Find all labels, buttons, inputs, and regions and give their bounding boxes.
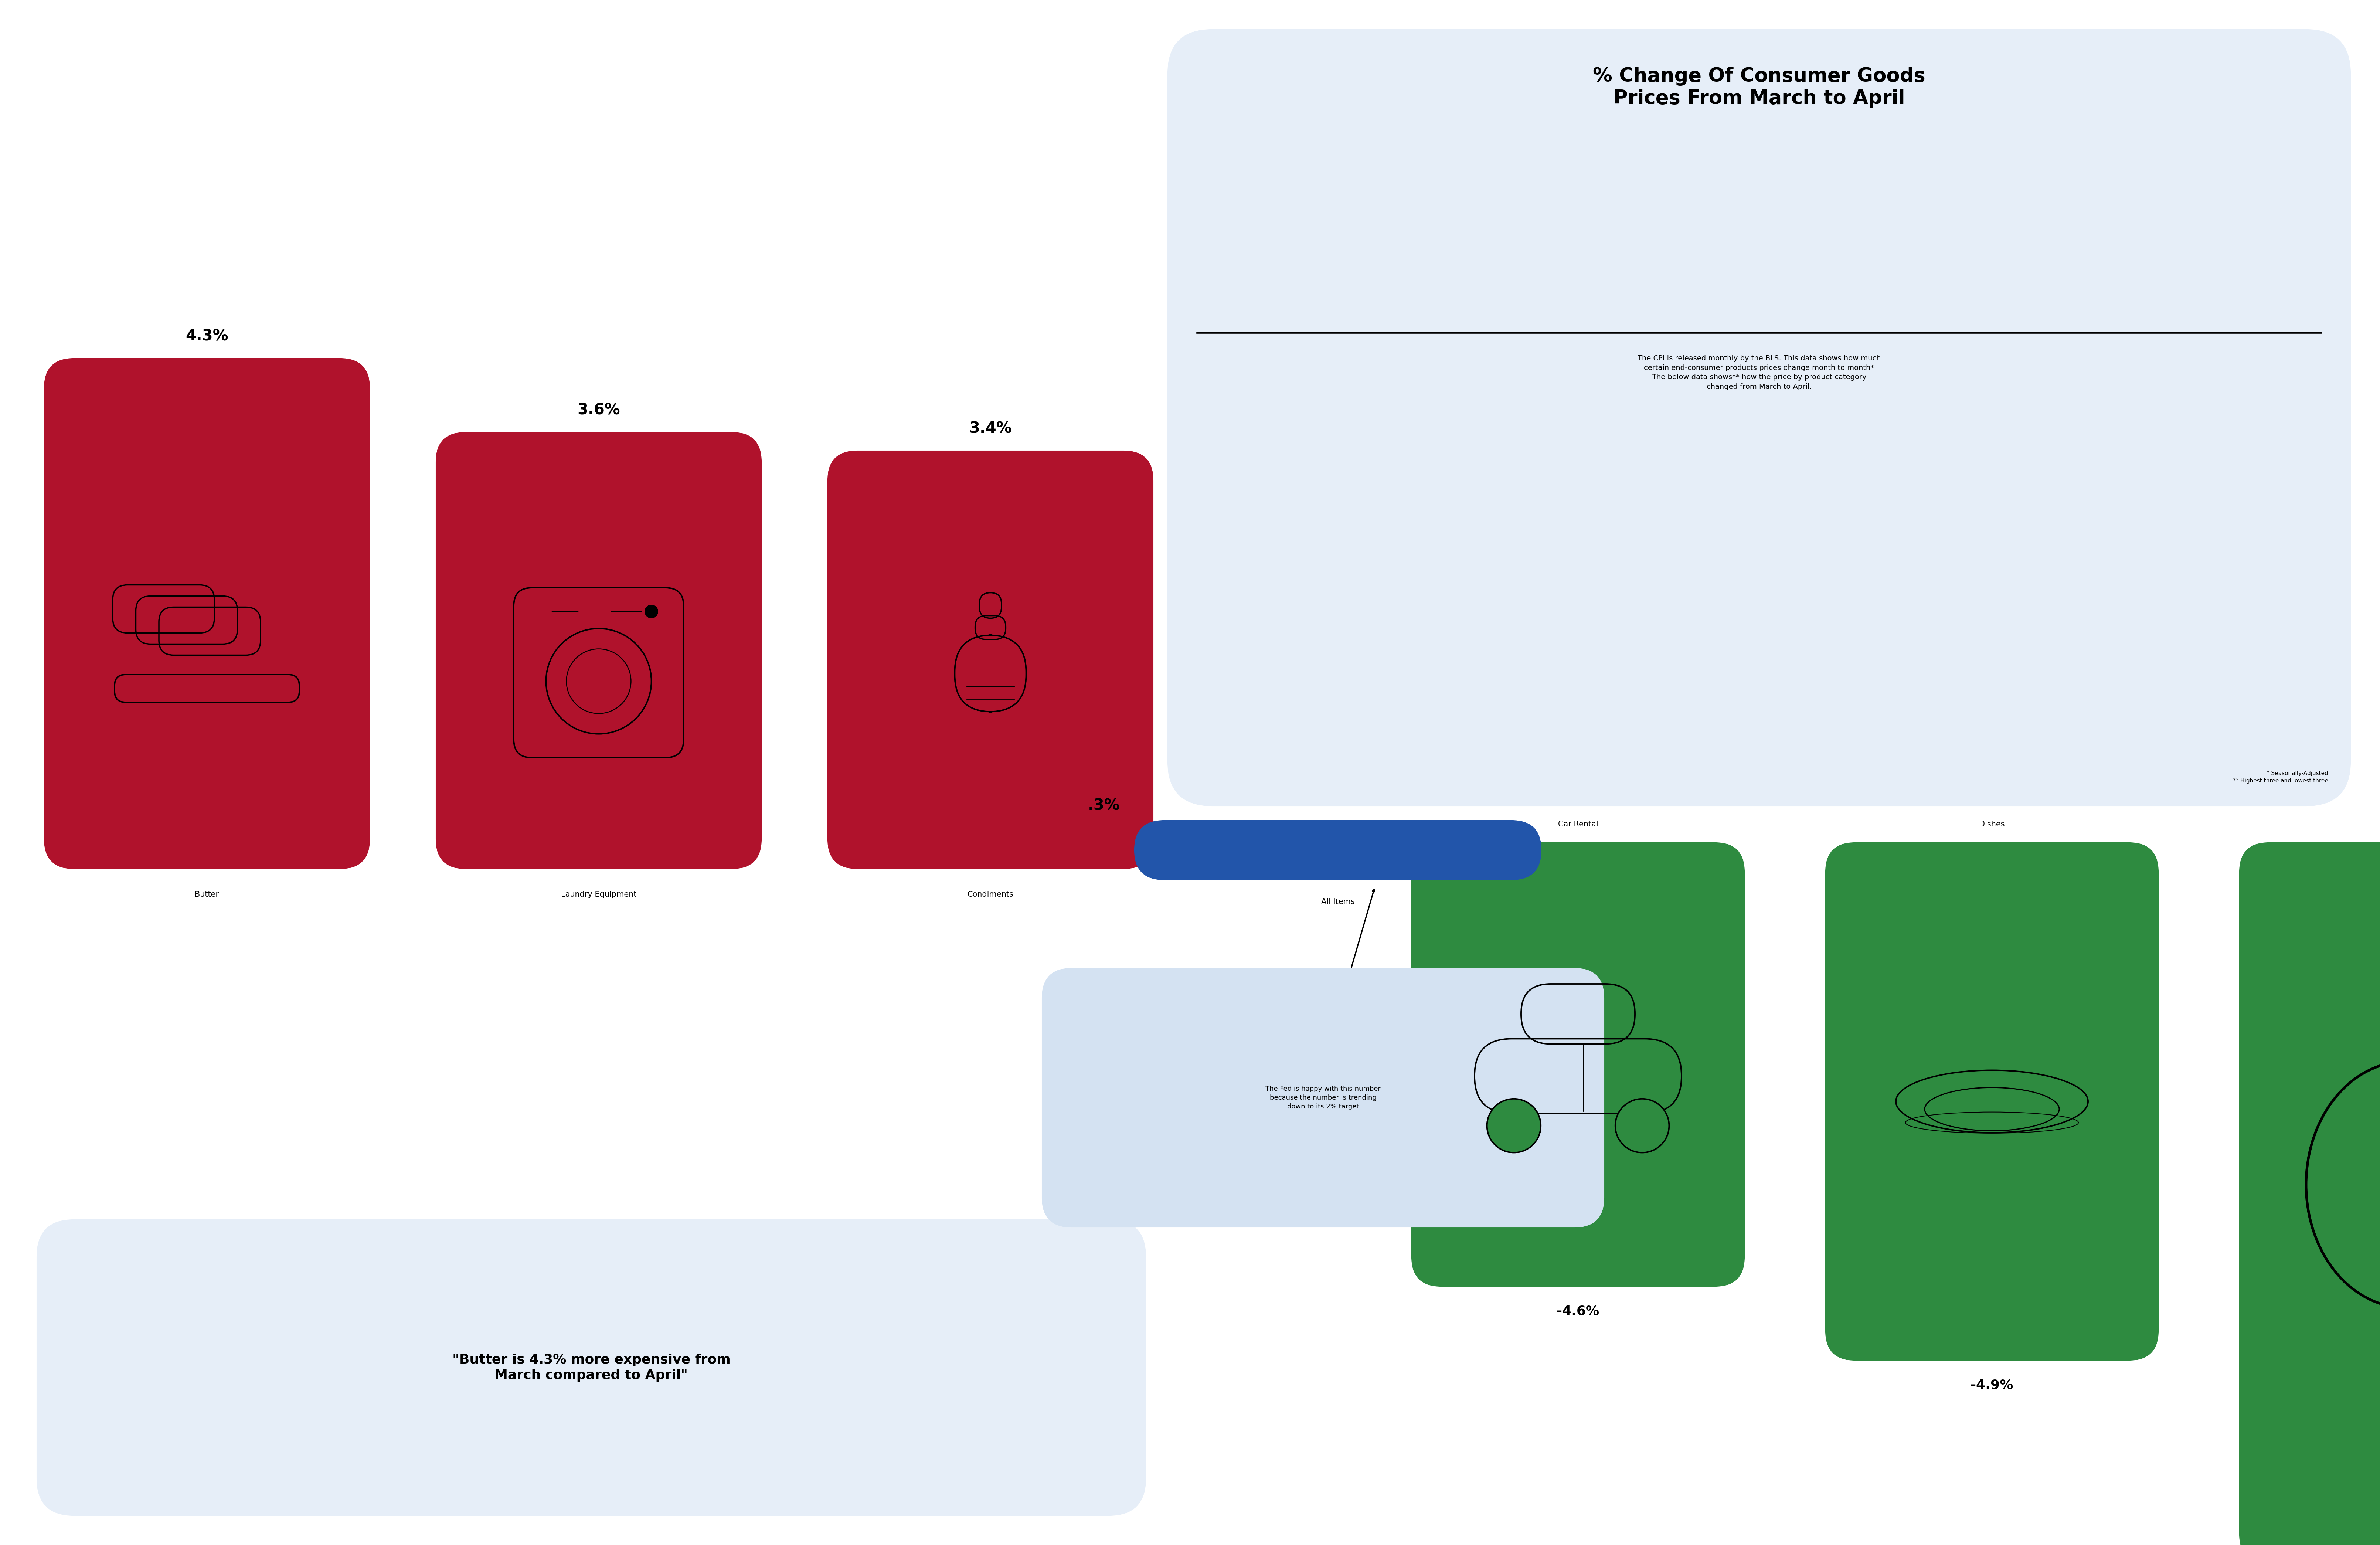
FancyBboxPatch shape <box>2240 842 2380 1545</box>
FancyBboxPatch shape <box>45 358 369 868</box>
Text: The Fed is happy with this number
because the number is trending
down to its 2% : The Fed is happy with this number becaus… <box>1266 1086 1380 1109</box>
Text: Butter: Butter <box>195 891 219 898</box>
Text: Car Rental: Car Rental <box>1559 820 1597 828</box>
Text: 4.3%: 4.3% <box>186 328 228 343</box>
FancyBboxPatch shape <box>828 451 1152 868</box>
Text: .3%: .3% <box>1088 797 1119 813</box>
Text: 3.4%: 3.4% <box>969 420 1011 436</box>
FancyBboxPatch shape <box>1169 29 2351 806</box>
Circle shape <box>1616 1098 1668 1153</box>
Text: * Seasonally-Adjusted
** Highest three and lowest three: * Seasonally-Adjusted ** Highest three a… <box>2232 771 2328 783</box>
Text: 3.6%: 3.6% <box>578 402 621 417</box>
FancyBboxPatch shape <box>1042 969 1604 1227</box>
Circle shape <box>645 604 659 618</box>
Circle shape <box>1488 1098 1540 1153</box>
FancyBboxPatch shape <box>1135 820 1542 879</box>
FancyBboxPatch shape <box>1411 842 1745 1287</box>
Text: Laundry Equipment: Laundry Equipment <box>562 891 635 898</box>
Text: Condiments: Condiments <box>966 891 1014 898</box>
Text: -4.6%: -4.6% <box>1557 1304 1599 1318</box>
Text: "Butter is 4.3% more expensive from
March compared to April": "Butter is 4.3% more expensive from Marc… <box>452 1353 731 1381</box>
Text: Dishes: Dishes <box>1980 820 2004 828</box>
Text: -4.9%: -4.9% <box>1971 1378 2013 1390</box>
FancyBboxPatch shape <box>38 1219 1145 1516</box>
Text: The CPI is released monthly by the BLS. This data shows how much
certain end-con: The CPI is released monthly by the BLS. … <box>1637 355 1880 391</box>
Text: % Change Of Consumer Goods
Prices From March to April: % Change Of Consumer Goods Prices From M… <box>1592 66 1925 108</box>
FancyBboxPatch shape <box>1825 842 2159 1360</box>
Text: All Items: All Items <box>1321 898 1354 905</box>
FancyBboxPatch shape <box>436 433 762 868</box>
